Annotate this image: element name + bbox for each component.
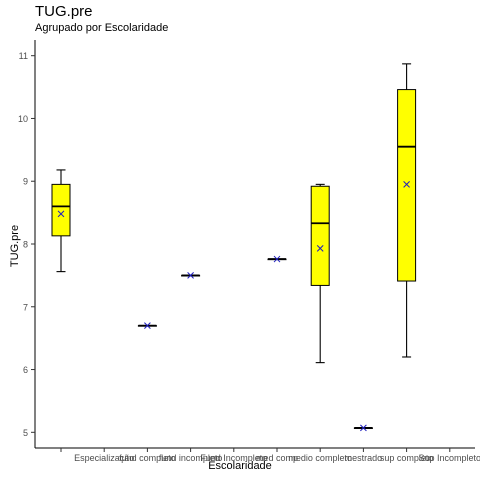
mean-marker [360,424,367,432]
x-tick-label: fund incompleto [159,453,223,463]
y-tick-label: 6 [23,365,28,375]
chart-title: TUG.pre [35,3,93,20]
x-tick-label: Especialização [74,453,134,463]
y-tick-label: 11 [19,51,28,61]
x-tick-label: sup completo [380,453,434,463]
box [397,89,417,282]
box [51,183,71,237]
chart-subtitle: Agrupado por Escolaridade [35,22,169,34]
y-tick-label: 7 [23,302,28,312]
mean-marker [187,272,194,279]
mean-marker [144,322,151,329]
y-tick-label: 8 [23,240,28,250]
x-tick-label: medio completo [288,453,352,463]
y-tick-label: 5 [23,428,28,438]
mean-marker [57,210,65,218]
y-axis-label: TUG.pre [9,224,21,268]
x-tick-label: fund completo [119,453,176,463]
x-tick-label: Fund Incompleto [200,453,267,463]
y-tick-label: 10 [18,114,28,124]
x-tick-label: med comp [256,453,298,463]
x-axis-label: Escolaridade [208,460,272,472]
box [310,185,330,286]
x-tick-label: mestrado [345,453,383,463]
mean-marker [273,255,281,263]
y-tick-label: 9 [23,177,28,187]
mean-marker [316,245,324,252]
mean-marker [403,181,410,188]
x-tick-label: Sup Incompleto [419,453,480,463]
